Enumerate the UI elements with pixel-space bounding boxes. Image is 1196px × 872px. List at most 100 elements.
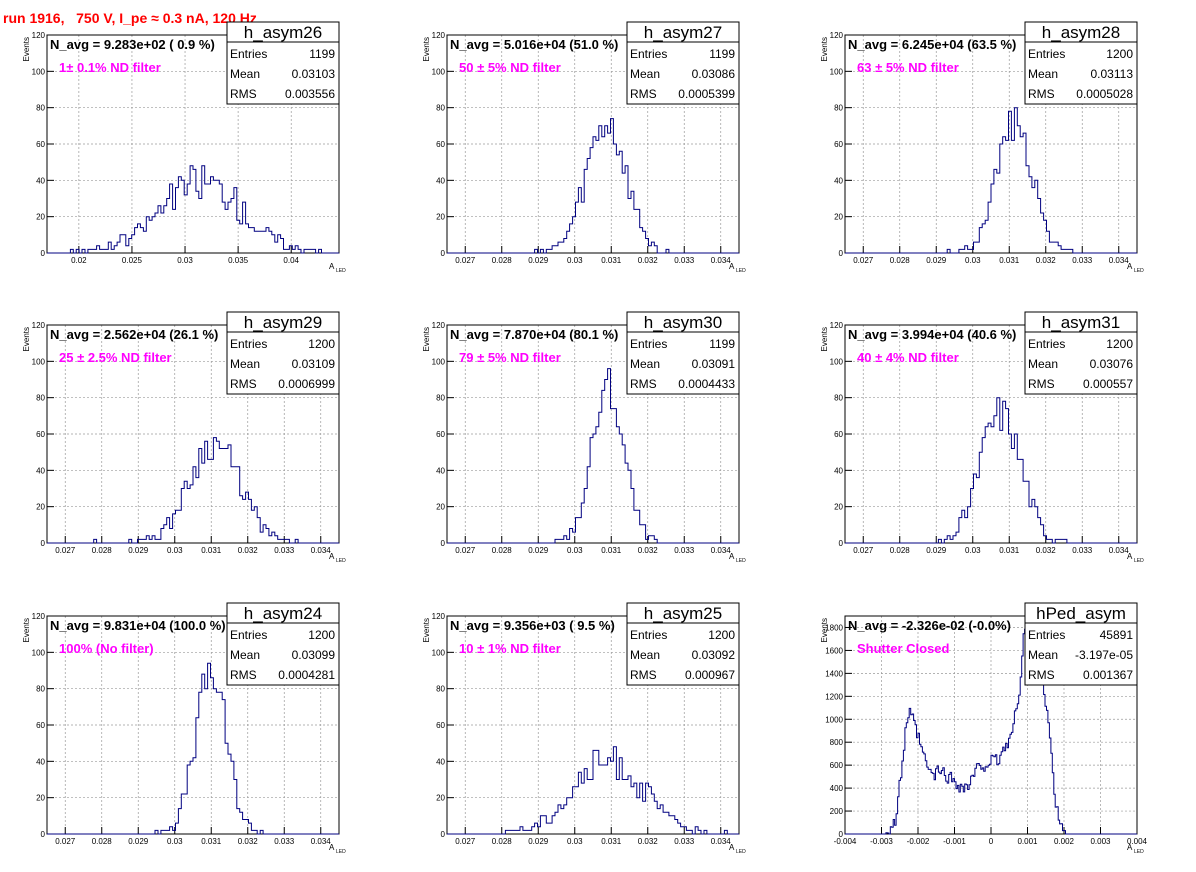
y-axis-label: Events (22, 618, 31, 642)
histogram-name: h_asym31 (1042, 313, 1120, 332)
x-tick-label: 0.03 (567, 546, 583, 555)
x-tick-label: 0.032 (638, 546, 659, 555)
stats-label: Entries (230, 628, 267, 642)
x-tick-label: 0.031 (201, 837, 222, 846)
x-axis-label: A (729, 262, 735, 271)
y-tick-label: 20 (834, 213, 843, 222)
histogram-line (47, 165, 339, 254)
x-axis-label: A (329, 552, 335, 561)
x-tick-label: 0.029 (926, 546, 947, 555)
stats-label: Mean (1028, 648, 1058, 662)
x-tick-label: -0.001 (943, 837, 966, 846)
y-tick-label: 120 (32, 612, 46, 621)
x-tick-label: 0.034 (311, 546, 332, 555)
x-tick-label: 0.031 (999, 256, 1020, 265)
stats-value: 0.03091 (692, 357, 736, 371)
x-axis-label-subscript: LED (336, 849, 346, 855)
stats-value: 0.0006999 (278, 377, 335, 391)
x-tick-label: 0.035 (228, 256, 249, 265)
x-tick-label: 0.034 (1109, 546, 1130, 555)
stats-box: h_asym26 Entries 1199 Mean 0.03103 RMS 0.00355… (226, 21, 340, 105)
y-tick-label: 20 (36, 503, 45, 512)
stats-box-body (226, 622, 340, 686)
y-tick-label: 800 (830, 738, 844, 747)
x-tick-label: 0.027 (853, 256, 874, 265)
x-axis-label: A (329, 262, 335, 271)
y-tick-label: 1200 (825, 692, 843, 701)
x-tick-label: 0.029 (528, 837, 549, 846)
stats-label: Mean (230, 67, 260, 81)
x-tick-label: 0.03 (567, 256, 583, 265)
filter-annotation: 63 ± 5% ND filter (857, 60, 959, 75)
histogram-line (47, 662, 339, 835)
x-tick-label: 0.03 (167, 837, 183, 846)
y-tick-label: 60 (36, 721, 45, 730)
histogram-name: hPed_asym (1036, 604, 1126, 623)
y-tick-label: 200 (830, 807, 844, 816)
x-tick-label: 0.029 (528, 546, 549, 555)
y-tick-label: 0 (839, 830, 844, 839)
stats-value: 0.0005399 (678, 87, 735, 101)
x-axis-label-subscript: LED (736, 558, 746, 564)
y-tick-label: 100 (32, 648, 46, 657)
y-tick-label: 80 (436, 685, 445, 694)
stats-label: Mean (630, 357, 660, 371)
x-tick-label: 0.032 (1036, 546, 1057, 555)
x-tick-label: 0.032 (638, 256, 659, 265)
y-tick-label: 100 (830, 67, 844, 76)
x-tick-label: 0.028 (92, 546, 113, 555)
x-tick-label: 0.002 (1054, 837, 1075, 846)
x-tick-label: 0.033 (674, 546, 695, 555)
panel-title: N_avg = -2.326e-02 (-0.0%) (848, 618, 1011, 633)
histogram-line (845, 397, 1137, 544)
stats-value: 0.0004433 (678, 377, 735, 391)
y-tick-label: 120 (432, 31, 446, 40)
y-tick-label: 600 (830, 761, 844, 770)
y-tick-label: 60 (36, 140, 45, 149)
stats-box-body (226, 331, 340, 395)
y-tick-label: 0 (839, 539, 844, 548)
stats-box-body (1024, 41, 1138, 105)
histogram-name: h_asym26 (244, 23, 322, 42)
x-tick-label: 0.029 (528, 256, 549, 265)
histogram-name: h_asym24 (244, 604, 322, 623)
histogram-line (845, 107, 1137, 254)
x-tick-label: 0.034 (711, 546, 732, 555)
stats-value: 0.03103 (292, 67, 336, 81)
stats-value: 0.03113 (1091, 67, 1134, 81)
y-tick-label: 1800 (825, 623, 843, 632)
stats-label: RMS (630, 377, 657, 391)
x-tick-label: 0.033 (674, 837, 695, 846)
panel-title: N_avg = 6.245e+04 (63.5 %) (848, 37, 1016, 52)
panel-title: N_avg = 2.562e+04 (26.1 %) (50, 327, 218, 342)
stats-value: -3.197e-05 (1075, 648, 1133, 662)
y-axis-label: Events (22, 37, 31, 61)
y-tick-label: 0 (441, 249, 446, 258)
y-tick-label: 400 (830, 784, 844, 793)
y-tick-label: 0 (839, 249, 844, 258)
y-tick-label: 60 (436, 140, 445, 149)
panel-h_asym31: 0.027 0.028 0.029 0.03 0.031 0.032 0.033 0.034 0… (820, 311, 1144, 564)
stats-label: RMS (230, 377, 257, 391)
stats-value: 1200 (708, 628, 735, 642)
stats-label: Entries (230, 337, 267, 351)
y-axis-label: Events (422, 618, 431, 642)
x-axis-label: A (729, 843, 735, 852)
x-tick-label: 0.031 (601, 546, 622, 555)
x-tick-label: 0.028 (492, 837, 513, 846)
panel-h_asym29: 0.027 0.028 0.029 0.03 0.031 0.032 0.033 0.034 0… (22, 311, 346, 564)
y-axis-label: Events (22, 327, 31, 351)
panel-h_asym30: 0.027 0.028 0.029 0.03 0.031 0.032 0.033 0.034 0… (422, 311, 746, 564)
stats-box-body (1024, 331, 1138, 395)
y-tick-label: 20 (436, 794, 445, 803)
stats-value: 1199 (709, 337, 735, 351)
y-tick-label: 1400 (825, 669, 843, 678)
stats-label: RMS (230, 87, 257, 101)
x-tick-label: 0.032 (638, 837, 659, 846)
panel-hPed_asym: -0.004 -0.003 -0.002 -0.001 0 0.001 0.002 0.003… (820, 602, 1148, 855)
stats-label: Mean (1028, 67, 1058, 81)
x-tick-label: 0.033 (674, 256, 695, 265)
x-axis-label: A (1127, 552, 1133, 561)
y-tick-label: 100 (432, 648, 446, 657)
